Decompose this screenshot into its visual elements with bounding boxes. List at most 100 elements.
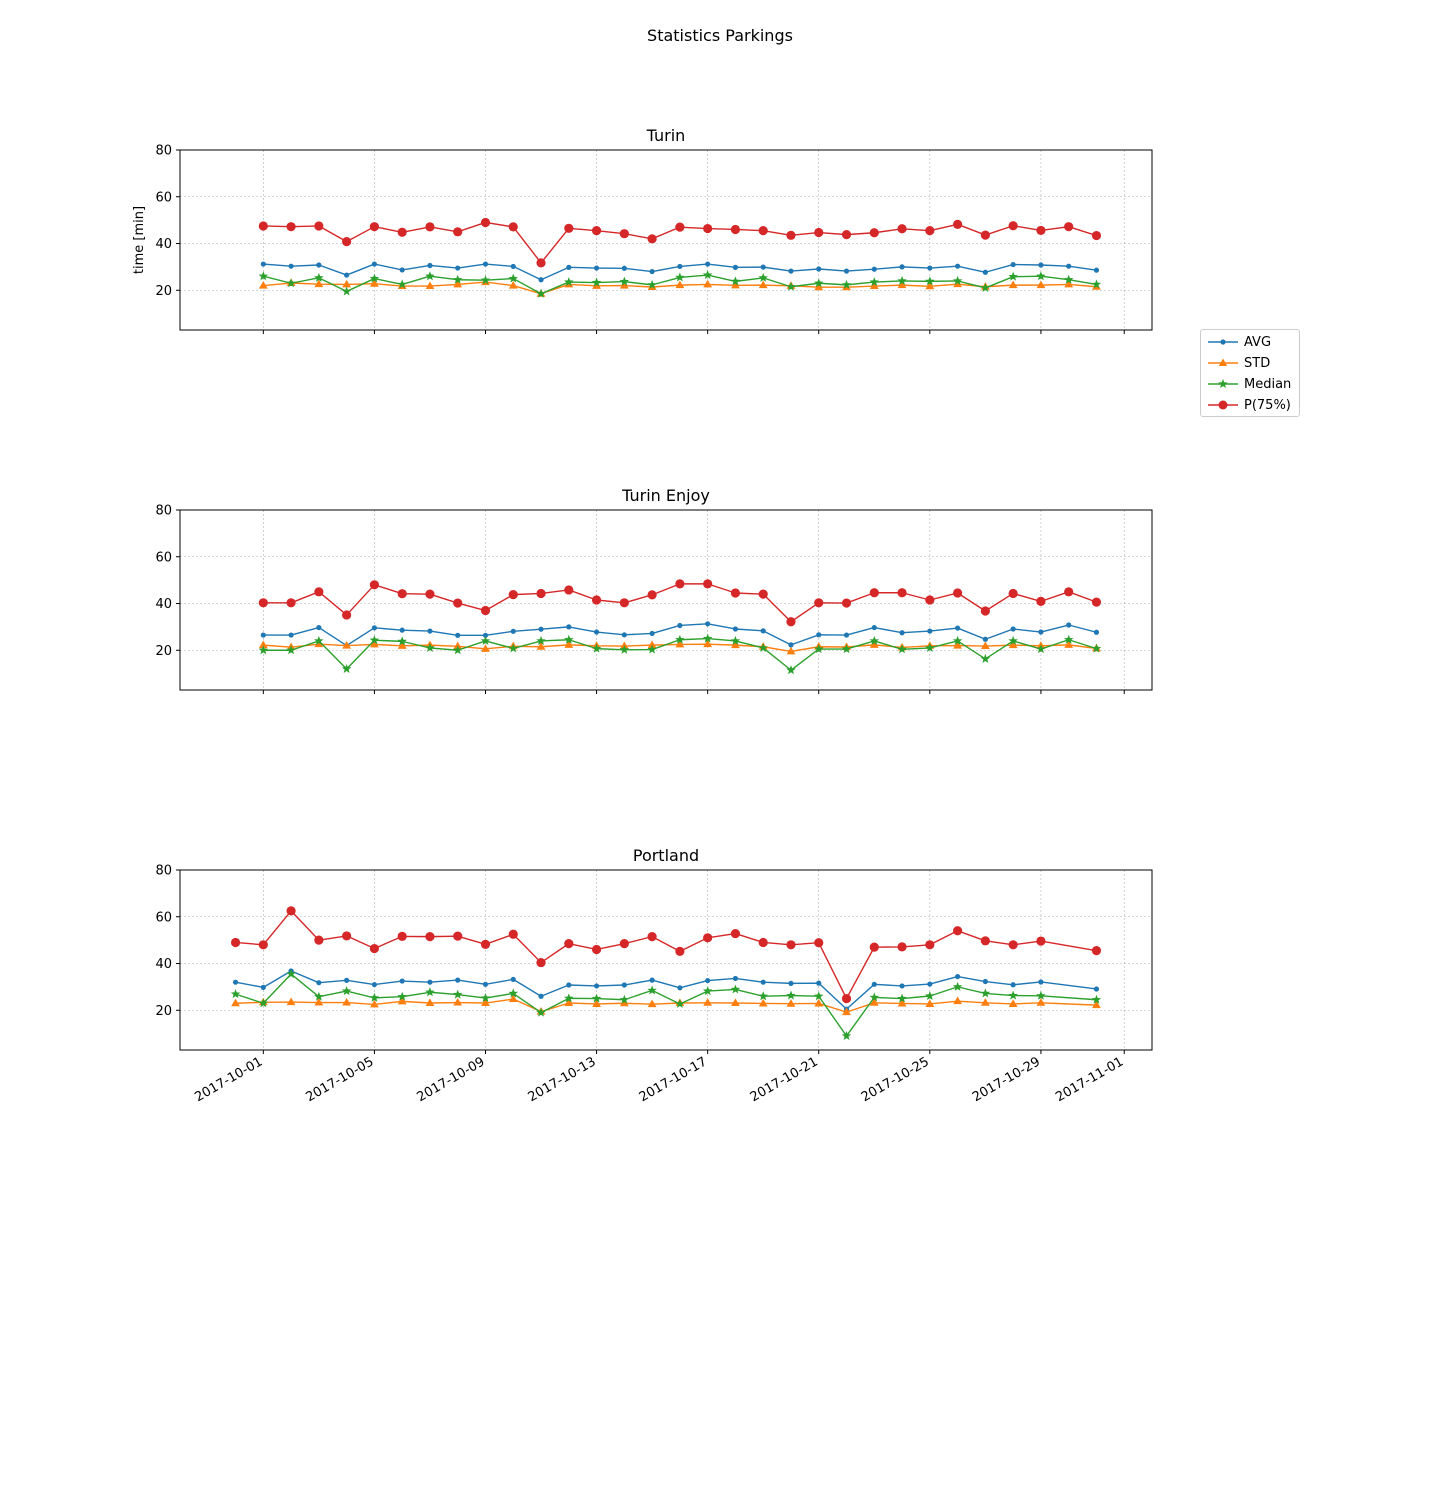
point-avg (899, 264, 905, 270)
point-avg (566, 982, 572, 988)
point-p-75 (1091, 597, 1102, 607)
x-tick-label: 2017-10-01 (192, 1054, 265, 1105)
point-avg (232, 979, 239, 985)
point-median (314, 635, 324, 645)
point-p-75 (342, 237, 352, 247)
point-std (397, 996, 407, 1005)
point-avg (399, 978, 405, 984)
series-line-p-75 (263, 583, 1097, 623)
point-std (869, 998, 879, 1006)
point-p-75 (564, 585, 574, 595)
point-avg (677, 622, 683, 629)
point-std (731, 280, 740, 289)
point-std (508, 280, 518, 289)
point-p-75 (397, 227, 407, 237)
point-median (980, 988, 991, 998)
legend-marker-p75 (1208, 400, 1238, 410)
point-avg (1038, 979, 1044, 985)
point-median (925, 642, 935, 652)
point-std (619, 998, 629, 1007)
point-p-75 (591, 595, 602, 605)
point-median (1063, 634, 1074, 644)
chart-portland: 20 40 60 80 2017-10-01 2017-10-05 2017-10-09 20… (155, 846, 1153, 1105)
point-p-75 (925, 595, 935, 605)
point-p-75 (647, 932, 657, 942)
point-p-75 (1064, 587, 1074, 597)
y-tick-label: 60 (155, 910, 172, 925)
point-median (536, 635, 546, 645)
point-p-75 (342, 610, 352, 620)
point-std (453, 997, 463, 1006)
point-avg (1038, 262, 1044, 268)
legend-label-median: Median (1244, 377, 1292, 392)
point-avg (955, 625, 961, 631)
point-p-75 (591, 944, 602, 955)
point-avg (482, 632, 489, 638)
point-p-75 (425, 222, 435, 232)
chart-turin: 20 40 60 80 Turin time [min] (132, 126, 1153, 334)
point-p-75 (730, 588, 741, 598)
point-median (480, 275, 491, 285)
point-median (841, 1030, 852, 1041)
point-median (1091, 994, 1102, 1004)
point-p-75 (230, 937, 241, 948)
point-median (564, 277, 574, 287)
point-std (564, 998, 574, 1007)
point-avg (732, 975, 739, 982)
point-avg (816, 980, 822, 986)
point-median (508, 988, 519, 998)
point-p-75 (508, 590, 518, 600)
point-p-75 (980, 936, 990, 946)
point-avg (621, 265, 627, 271)
point-avg (1038, 629, 1044, 635)
point-median (341, 286, 352, 296)
point-avg (260, 632, 266, 638)
point-std (814, 998, 824, 1007)
x-tick-label: 2017-10-13 (526, 1054, 599, 1105)
point-avg (399, 627, 405, 633)
plot-frame (179, 869, 1153, 1051)
point-std (897, 280, 907, 289)
point-p-75 (258, 598, 268, 608)
point-std (314, 997, 324, 1006)
point-p-75 (453, 931, 463, 941)
point-p-75 (814, 227, 824, 238)
point-avg (288, 263, 294, 269)
point-median (1036, 644, 1046, 654)
point-std (1092, 1000, 1101, 1009)
point-p-75 (953, 219, 963, 229)
point-avg (593, 983, 600, 989)
point-median (897, 275, 907, 285)
point-std (675, 639, 685, 648)
point-p-75 (925, 226, 935, 236)
point-avg (593, 265, 600, 271)
chart-title: Turin (646, 126, 686, 145)
point-median (369, 635, 380, 645)
point-p-75 (480, 605, 491, 616)
point-std (508, 994, 518, 1003)
point-median (314, 272, 324, 282)
point-std (286, 997, 296, 1006)
point-median (897, 993, 907, 1003)
legend-marker-median (1208, 379, 1238, 389)
point-p-75 (258, 940, 268, 950)
point-avg (899, 983, 905, 989)
point-p-75 (647, 590, 657, 600)
point-median (397, 991, 407, 1001)
point-p-75 (814, 938, 824, 948)
point-median (536, 288, 546, 298)
point-p-75 (841, 230, 852, 240)
point-median (758, 991, 768, 1001)
point-median (1036, 990, 1046, 1000)
point-avg (455, 632, 461, 638)
point-std (370, 639, 379, 648)
point-std (592, 999, 601, 1007)
x-tick-label: 2017-10-21 (748, 1054, 821, 1105)
point-median (258, 998, 269, 1008)
legend-item-p75: P(75%) (1201, 395, 1301, 415)
chart-turin-enjoy: 20 40 60 80 Turin Enjoy (155, 486, 1153, 694)
point-median (1008, 271, 1018, 281)
point-median (341, 663, 352, 674)
point-p-75 (425, 589, 435, 599)
point-p-75 (786, 940, 796, 950)
